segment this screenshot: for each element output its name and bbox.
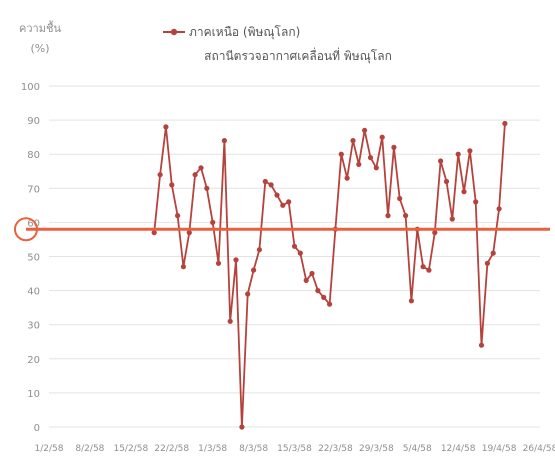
data-point xyxy=(280,202,286,208)
data-point xyxy=(321,294,327,300)
data-point xyxy=(163,124,169,130)
data-point xyxy=(455,151,461,157)
data-point xyxy=(385,213,391,219)
x-tick-label: 15/2/58 xyxy=(113,444,148,454)
data-point xyxy=(432,230,438,236)
data-point xyxy=(391,144,397,150)
data-point xyxy=(496,206,502,212)
data-point xyxy=(303,277,309,283)
x-tick-label: 22/3/58 xyxy=(318,444,353,454)
data-point xyxy=(449,216,455,222)
data-point xyxy=(473,199,479,205)
data-point xyxy=(350,138,356,144)
data-point xyxy=(373,165,379,171)
y-tick-label: 0 xyxy=(34,423,40,434)
series-line xyxy=(153,123,506,428)
data-point xyxy=(362,127,368,133)
data-point xyxy=(175,213,181,219)
data-point xyxy=(502,120,508,127)
data-point xyxy=(356,161,362,167)
reference-circle-marker xyxy=(14,217,38,242)
x-tick-label: 19/4/58 xyxy=(482,444,517,454)
x-tick-label: 5/4/58 xyxy=(403,444,432,454)
data-point xyxy=(467,148,473,154)
data-point xyxy=(397,195,403,202)
y-axis-ticks: 0 10 20 30 40 50 60 70 80 90 100 xyxy=(21,82,40,434)
data-point xyxy=(180,264,186,270)
y-tick-label: 70 xyxy=(27,184,40,195)
x-tick-label: 29/3/58 xyxy=(359,444,394,454)
data-point xyxy=(215,260,222,266)
y-tick-label: 10 xyxy=(27,389,40,400)
y-tick-label: 50 xyxy=(27,253,40,264)
y-tick-label: 20 xyxy=(27,355,40,366)
series-humidity xyxy=(151,120,508,430)
data-point xyxy=(426,267,432,273)
chart-subtitle: สถานีตรวจอากาศเคลื่อนที่ พิษณุโลก xyxy=(204,47,392,64)
data-point xyxy=(256,247,262,253)
reference-line-group xyxy=(14,217,550,242)
data-point xyxy=(379,134,385,140)
data-point xyxy=(251,267,257,273)
data-point xyxy=(478,342,485,348)
data-point xyxy=(309,270,315,277)
data-point xyxy=(221,138,227,144)
y-tick-label: 40 xyxy=(27,287,40,298)
data-point xyxy=(484,260,490,266)
data-point xyxy=(443,178,450,185)
data-point xyxy=(438,158,444,164)
legend: ภาคเหนือ (พิษณุโลก) xyxy=(163,25,300,40)
data-point xyxy=(233,257,239,263)
data-point xyxy=(274,192,280,198)
data-point xyxy=(344,175,350,181)
data-point xyxy=(186,230,192,236)
data-point xyxy=(198,165,204,171)
x-tick-label: 12/4/58 xyxy=(441,444,476,454)
data-point xyxy=(245,291,251,297)
x-axis-ticks: 1/2/58 8/2/58 15/2/58 22/2/58 1/3/58 8/3/58 15… xyxy=(35,444,555,454)
data-point xyxy=(204,185,210,191)
y-tick-label: 80 xyxy=(27,150,40,161)
data-point xyxy=(490,250,496,256)
data-point xyxy=(268,182,274,188)
y-axis-label-line2: (%) xyxy=(30,42,49,55)
x-tick-label: 1/3/58 xyxy=(198,444,227,454)
x-tick-label: 15/3/58 xyxy=(277,444,312,454)
x-tick-label: 8/3/58 xyxy=(239,444,268,454)
data-point xyxy=(338,151,344,157)
data-point xyxy=(262,178,268,185)
data-point xyxy=(297,250,303,256)
y-tick-label: 60 xyxy=(27,218,40,229)
legend-series-label: ภาคเหนือ (พิษณุโลก) xyxy=(189,25,300,40)
data-point xyxy=(192,172,198,178)
data-point xyxy=(210,219,216,225)
data-point xyxy=(315,288,321,294)
data-point xyxy=(403,213,409,219)
data-point xyxy=(291,243,298,249)
legend-marker-swatch xyxy=(170,28,178,36)
grid-lines xyxy=(49,85,540,428)
y-axis-label-line1: ความชื้น xyxy=(19,20,61,35)
data-point xyxy=(408,298,414,304)
x-tick-label: 26/4/58 xyxy=(523,444,555,454)
data-point xyxy=(239,424,245,430)
data-point xyxy=(157,172,163,178)
data-point xyxy=(169,182,175,188)
y-tick-label: 30 xyxy=(27,321,40,332)
data-point xyxy=(367,155,374,161)
y-tick-label: 90 xyxy=(27,116,40,127)
data-point xyxy=(286,199,292,205)
data-point xyxy=(227,318,233,324)
x-tick-label: 1/2/58 xyxy=(35,444,64,454)
data-point xyxy=(420,264,426,270)
x-tick-label: 8/2/58 xyxy=(75,444,104,454)
x-tick-label: 22/2/58 xyxy=(154,444,189,454)
data-point xyxy=(461,189,467,195)
y-tick-label: 100 xyxy=(21,82,40,93)
data-point xyxy=(151,230,157,236)
data-point xyxy=(327,301,333,307)
